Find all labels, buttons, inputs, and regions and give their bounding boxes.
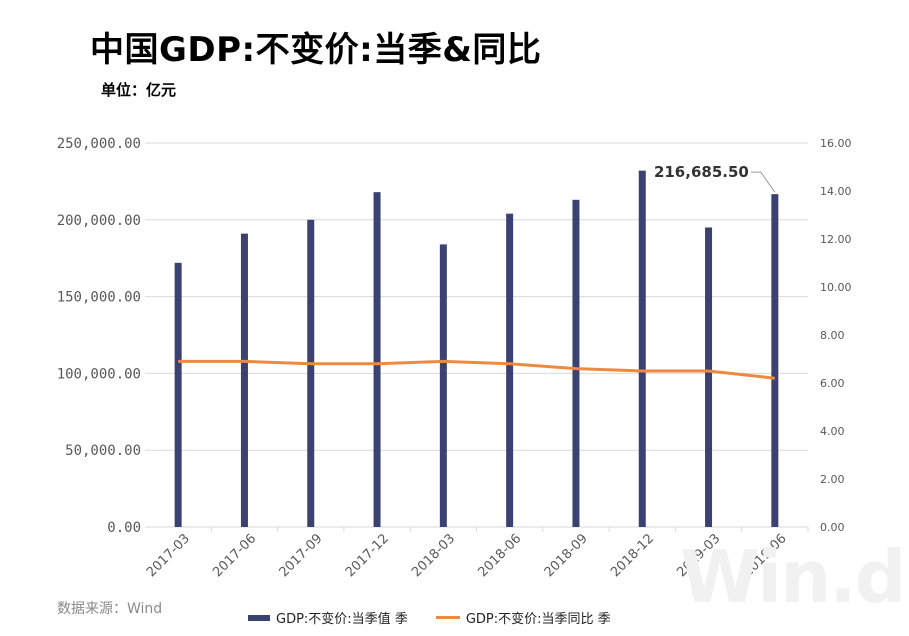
- x-tick-label: 2018-03: [409, 531, 458, 580]
- left-tick-label: 150,000.00: [57, 290, 141, 306]
- bar: [307, 219, 315, 528]
- legend-label-line: GDP:不变价:当季同比 季: [465, 612, 611, 627]
- left-tick-label: 200,000.00: [57, 213, 141, 229]
- x-tick-label: 2017-03: [144, 531, 193, 580]
- x-tick-label: 2017-12: [343, 531, 392, 580]
- right-tick-label: 2.00: [820, 473, 845, 486]
- bar: [638, 170, 646, 527]
- bar: [174, 262, 182, 527]
- legend-line-swatch: [435, 616, 460, 619]
- right-tick-label: 0.00: [820, 521, 845, 534]
- bar: [240, 233, 248, 527]
- right-tick-label: 6.00: [820, 377, 845, 390]
- wind-watermark: Win.d: [680, 535, 906, 619]
- bar: [705, 227, 713, 528]
- bar: [373, 192, 381, 528]
- left-tick-label: 250,000.00: [57, 136, 141, 152]
- right-tick-label: 16.00: [820, 137, 852, 150]
- legend-item-line: GDP:不变价:当季同比 季: [435, 608, 611, 627]
- right-tick-label: 8.00: [820, 329, 845, 342]
- legend: GDP:不变价:当季值 季 GDP:不变价:当季同比 季: [248, 608, 639, 627]
- annotation-label: 216,685.50: [654, 163, 749, 181]
- bar: [439, 244, 447, 527]
- right-tick-label: 10.00: [820, 281, 852, 294]
- annotation-leader: [750, 171, 776, 193]
- yoy-line: [178, 359, 776, 380]
- x-tick-label: 2018-12: [608, 531, 657, 580]
- bar: [771, 194, 779, 527]
- right-tick-label: 4.00: [820, 425, 845, 438]
- x-tick-label: 2017-06: [210, 531, 259, 580]
- bar: [572, 199, 580, 527]
- left-tick-label: 100,000.00: [57, 366, 141, 382]
- chart-title: 中国GDP:不变价:当季&同比: [90, 30, 542, 70]
- unit-label: 单位：亿元: [101, 81, 177, 99]
- x-tick-label: 2018-09: [542, 531, 591, 580]
- data-source: 数据来源：Wind: [57, 601, 163, 617]
- legend-bar-swatch: [248, 614, 270, 621]
- bar: [506, 213, 514, 527]
- right-tick-label: 14.00: [820, 185, 852, 198]
- right-tick-label: 12.00: [820, 233, 852, 246]
- legend-label-bar: GDP:不变价:当季值 季: [276, 612, 408, 627]
- legend-item-bar: GDP:不变价:当季值 季: [248, 608, 408, 627]
- x-tick-label: 2017-09: [277, 531, 326, 580]
- x-tick-label: 2018-06: [475, 531, 524, 580]
- left-tick-label: 50,000.00: [65, 443, 141, 459]
- left-tick-label: 0.00: [107, 520, 141, 536]
